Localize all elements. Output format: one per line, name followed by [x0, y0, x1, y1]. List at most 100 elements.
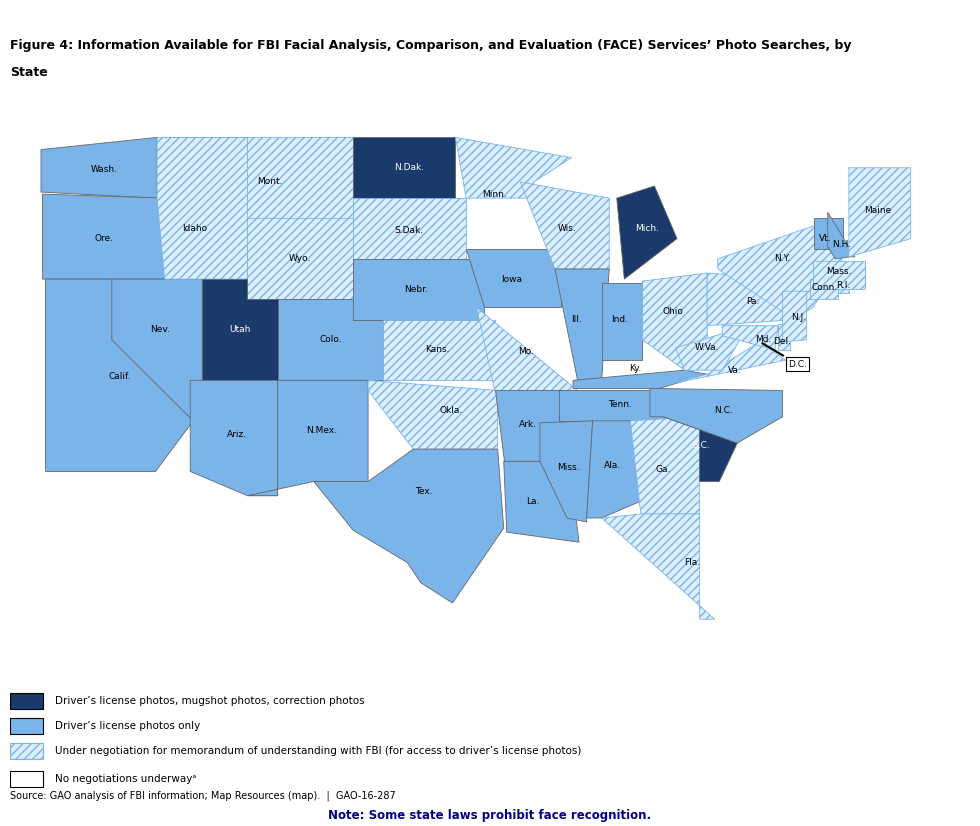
Text: R.I.: R.I. — [836, 281, 850, 290]
Polygon shape — [172, 137, 353, 229]
Polygon shape — [112, 279, 202, 420]
Text: Wyo.: Wyo. — [289, 254, 312, 263]
Bar — [10, 743, 43, 759]
Polygon shape — [838, 279, 849, 293]
Text: Mich.: Mich. — [635, 224, 659, 233]
Polygon shape — [555, 269, 610, 380]
Polygon shape — [495, 391, 568, 461]
Text: S.C.: S.C. — [692, 440, 710, 449]
Polygon shape — [520, 182, 610, 269]
Text: Idaho: Idaho — [182, 224, 208, 233]
Polygon shape — [630, 417, 700, 514]
Text: Ala.: Ala. — [604, 461, 620, 470]
Polygon shape — [353, 198, 466, 259]
Polygon shape — [849, 168, 910, 257]
Polygon shape — [157, 137, 248, 279]
Polygon shape — [828, 212, 855, 259]
Bar — [10, 719, 43, 733]
Text: Nebr.: Nebr. — [405, 285, 428, 294]
Text: Fla.: Fla. — [684, 558, 700, 567]
Text: Driver’s license photos only: Driver’s license photos only — [55, 721, 201, 731]
Text: Va.: Va. — [727, 366, 741, 375]
Polygon shape — [45, 279, 193, 472]
Text: N.Y.: N.Y. — [774, 254, 791, 263]
Text: Mont.: Mont. — [258, 178, 283, 187]
Polygon shape — [659, 342, 786, 387]
Text: Utah: Utah — [229, 325, 251, 335]
Polygon shape — [587, 420, 639, 518]
Polygon shape — [353, 259, 484, 320]
Polygon shape — [353, 137, 456, 198]
Polygon shape — [650, 388, 783, 443]
Text: Maine: Maine — [864, 206, 891, 215]
Text: Tenn.: Tenn. — [608, 400, 632, 409]
Bar — [10, 693, 43, 709]
Bar — [10, 771, 43, 786]
Text: Tex.: Tex. — [415, 487, 432, 496]
Polygon shape — [368, 380, 498, 449]
Text: Mass.: Mass. — [825, 267, 851, 276]
Text: Ariz.: Ariz. — [227, 430, 247, 439]
Text: Kans.: Kans. — [425, 345, 450, 354]
Text: Source: GAO analysis of FBI information; Map Resources (map).  |  GAO-16-287: Source: GAO analysis of FBI information;… — [10, 790, 396, 801]
Polygon shape — [642, 273, 708, 370]
Text: Nev.: Nev. — [150, 325, 170, 335]
Text: Okla.: Okla. — [439, 406, 463, 415]
Polygon shape — [190, 380, 277, 496]
Text: Driver’s license photos, mugshot photos, correction photos: Driver’s license photos, mugshot photos,… — [55, 696, 365, 706]
Polygon shape — [675, 325, 748, 370]
Text: State: State — [10, 66, 48, 79]
Polygon shape — [616, 186, 677, 279]
Text: Ind.: Ind. — [612, 315, 628, 324]
Polygon shape — [663, 417, 737, 482]
Polygon shape — [540, 420, 593, 522]
Text: Ga.: Ga. — [656, 465, 671, 474]
Text: Minn.: Minn. — [482, 190, 507, 198]
Text: Calif.: Calif. — [108, 372, 130, 381]
Text: N.J.: N.J. — [792, 313, 807, 322]
Text: Ore.: Ore. — [95, 234, 114, 243]
Text: Note: Some state laws prohibit face recognition.: Note: Some state laws prohibit face reco… — [328, 809, 652, 822]
Polygon shape — [383, 320, 495, 380]
Text: Conn.: Conn. — [811, 282, 838, 292]
Text: Ark.: Ark. — [518, 420, 537, 430]
Polygon shape — [708, 273, 795, 325]
Polygon shape — [248, 218, 353, 299]
Polygon shape — [466, 249, 561, 307]
Text: Vt.: Vt. — [818, 234, 831, 243]
Text: Mo.: Mo. — [518, 348, 534, 357]
Text: N.Mex.: N.Mex. — [306, 426, 337, 435]
Polygon shape — [560, 391, 689, 420]
Polygon shape — [248, 380, 368, 496]
Text: S.Dak.: S.Dak. — [394, 226, 423, 235]
Text: Ky.: Ky. — [629, 363, 641, 373]
Polygon shape — [314, 449, 504, 603]
Text: Iowa: Iowa — [501, 274, 521, 283]
Polygon shape — [809, 279, 838, 299]
Polygon shape — [812, 261, 865, 289]
Text: Md.: Md. — [755, 335, 771, 344]
Text: Ohio: Ohio — [662, 307, 683, 316]
Polygon shape — [456, 137, 571, 198]
Text: Figure 4: Information Available for FBI Facial Analysis, Comparison, and Evaluat: Figure 4: Information Available for FBI … — [10, 39, 852, 52]
Polygon shape — [277, 299, 383, 380]
Polygon shape — [202, 279, 277, 380]
Polygon shape — [42, 194, 165, 279]
Text: W.Va.: W.Va. — [695, 344, 719, 353]
Text: N.C.: N.C. — [714, 406, 733, 415]
Text: Pa.: Pa. — [746, 297, 760, 306]
Text: Ill.: Ill. — [570, 315, 581, 324]
Polygon shape — [602, 514, 714, 620]
Polygon shape — [717, 218, 843, 320]
Text: Under negotiation for memorandum of understanding with FBI (for access to driver: Under negotiation for memorandum of unde… — [55, 746, 582, 756]
Polygon shape — [573, 370, 708, 388]
Text: N.Dak.: N.Dak. — [394, 164, 423, 173]
Text: Wis.: Wis. — [558, 224, 576, 233]
Polygon shape — [722, 325, 778, 350]
Polygon shape — [783, 292, 807, 342]
Polygon shape — [41, 137, 157, 198]
Text: D.C.: D.C. — [762, 344, 808, 368]
Text: Colo.: Colo. — [319, 335, 342, 344]
Polygon shape — [778, 324, 790, 350]
Text: N.H.: N.H. — [832, 240, 851, 249]
